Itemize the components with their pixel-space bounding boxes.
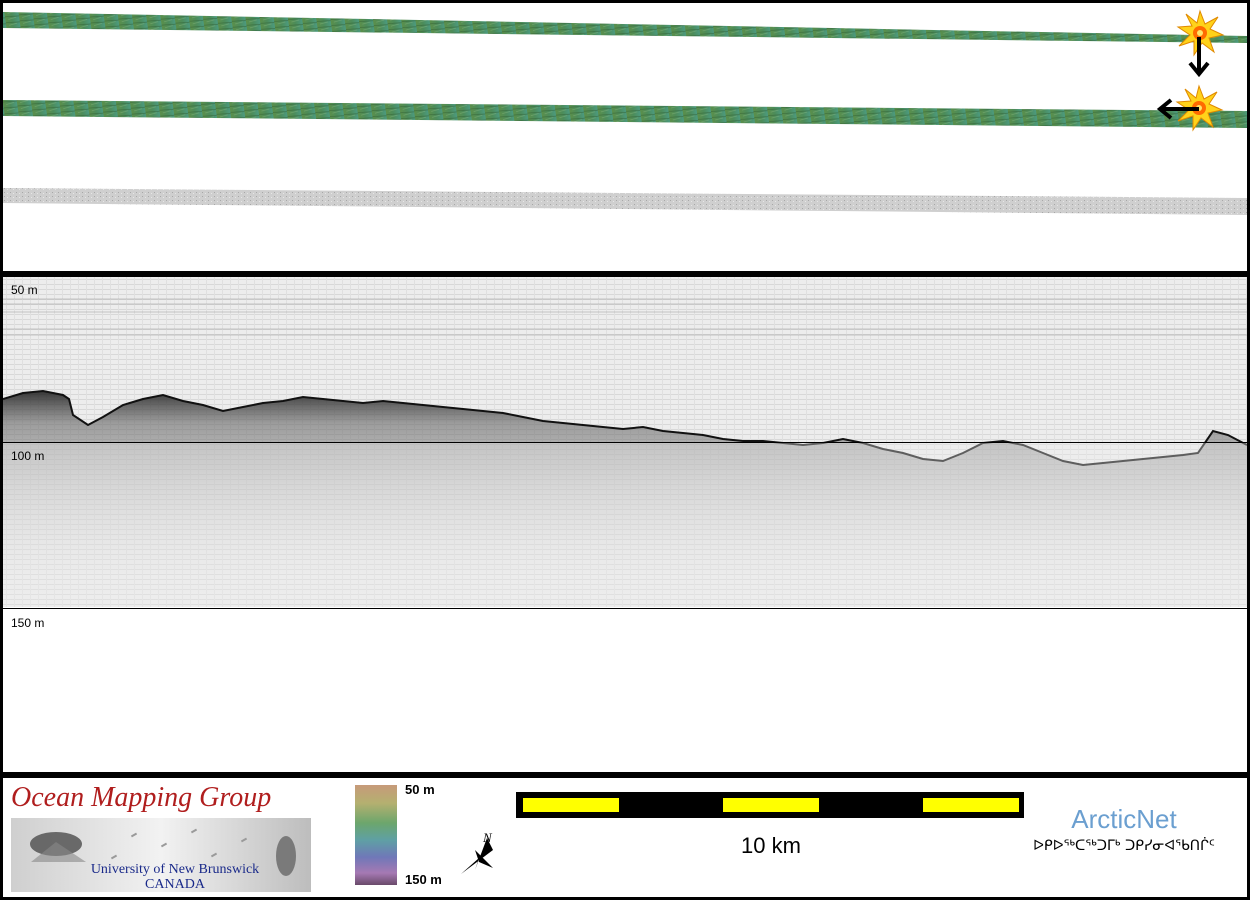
university-name: University of New Brunswick [90,862,260,877]
bathymetry-swath-upper [3,12,1247,43]
depth-gridline-150 [3,608,1247,609]
north-label: N [482,830,493,845]
arcticnet-logo-text: ArcticNet [1071,804,1177,834]
scale-label: 10 km [741,833,801,858]
swath-map-panel [3,3,1247,271]
subbottom-profile-panel: 50 m 100 m 150 m [3,277,1247,772]
seabed-line [3,389,1247,467]
colorbar-min-label: 50 m [405,782,435,797]
depth-label-50: 50 m [11,283,38,297]
depth-label-150: 150 m [11,616,45,630]
footer-panel: Ocean Mapping Group University of New Br… [3,778,1247,897]
north-arrow-icon: N [461,830,493,874]
arrow-left-icon [1156,98,1199,120]
depth-label-100: 100 m [11,449,45,463]
arrow-down-icon [1188,37,1210,78]
country-name: CANADA [145,877,205,892]
ocean-mapping-group-logo [11,818,311,892]
depth-colorbar [355,785,397,885]
scale-bar [516,792,1024,818]
explosion-icon [1176,9,1225,57]
seabed-reflector [3,391,1247,607]
colorbar-max-label: 150 m [405,872,442,887]
bathymetry-swath-lower [3,100,1247,128]
backscatter-swath [3,188,1247,215]
arcticnet-syllabics: ᐅᑭᐅᖅᑕᖅᑐᒥᒃ ᑐᑭᓯᓂᐊᖃᑎᒌᑦ [1033,838,1215,854]
swath-strips [3,9,1247,215]
ocean-mapping-group-title: Ocean Mapping Group [11,782,272,813]
echogram [3,277,1247,607]
depth-gridline-100 [3,442,1247,443]
